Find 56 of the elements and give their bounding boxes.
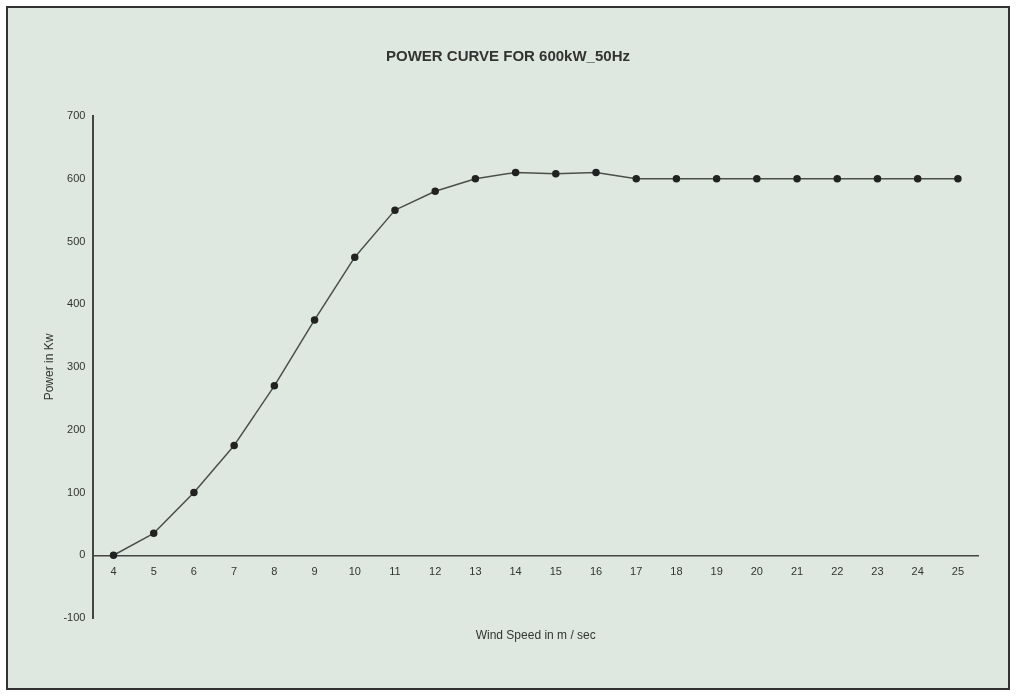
point [109, 551, 118, 559]
x-tick-label: 16 [589, 564, 603, 577]
point [712, 175, 721, 183]
y-tick-label: 200 [67, 422, 86, 435]
x-tick-label: 20 [750, 564, 763, 577]
x-tick-label: 5 [150, 564, 157, 577]
x-tick-label: 21 [790, 564, 804, 577]
y-tick-label: 400 [67, 297, 86, 310]
point [592, 168, 600, 177]
x-axis-title: Wind Speed in m / sec [475, 627, 596, 642]
x-tick-label: 4 [110, 564, 117, 577]
x-tick-label: 19 [710, 564, 723, 577]
point [873, 175, 882, 183]
point [833, 175, 842, 183]
x-tick-label: 22 [831, 564, 844, 577]
x-tick-label: 10 [348, 564, 361, 577]
x-tick-label: 8 [271, 564, 278, 577]
point [954, 175, 962, 183]
y-axis-title: Power in Kw [41, 333, 56, 401]
point [351, 253, 359, 261]
x-tick-label: 12 [429, 564, 442, 577]
point [632, 175, 640, 183]
x-tick-label: 6 [190, 564, 197, 577]
x-tick-label: 13 [469, 564, 482, 577]
y-tick-label: 300 [67, 360, 86, 373]
y-tick-label: 100 [67, 485, 86, 498]
point [431, 187, 439, 196]
point [913, 175, 922, 183]
point [270, 382, 279, 390]
x-tick-label: 11 [389, 564, 401, 577]
y-tick-label: -100 [63, 611, 86, 624]
y-tick-label: 600 [67, 171, 86, 184]
x-tick-label: 15 [549, 564, 562, 577]
point [753, 175, 761, 183]
point [391, 206, 399, 214]
point [310, 316, 319, 324]
point [511, 168, 520, 177]
x-tick-label: 23 [871, 564, 884, 577]
x-tick-label: 7 [231, 564, 238, 577]
x-tick-label: 9 [311, 564, 318, 577]
point [190, 488, 198, 497]
x-tick-label: 25 [951, 564, 965, 577]
x-tick-label: 24 [911, 564, 924, 577]
point [230, 441, 238, 450]
point [552, 169, 560, 178]
y-tick-label: 700 [67, 109, 86, 122]
y-tick-label: 500 [67, 234, 86, 247]
x-tick-label: 18 [670, 564, 683, 577]
point [793, 175, 801, 183]
y-tick-label: 0 [79, 548, 86, 561]
chart-title: POWER CURVE FOR 600kW_50Hz [386, 47, 630, 65]
point [471, 175, 480, 183]
x-tick-label: 17 [630, 564, 643, 577]
x-tick-label: 14 [509, 564, 522, 577]
point [672, 175, 681, 183]
point [149, 529, 158, 538]
